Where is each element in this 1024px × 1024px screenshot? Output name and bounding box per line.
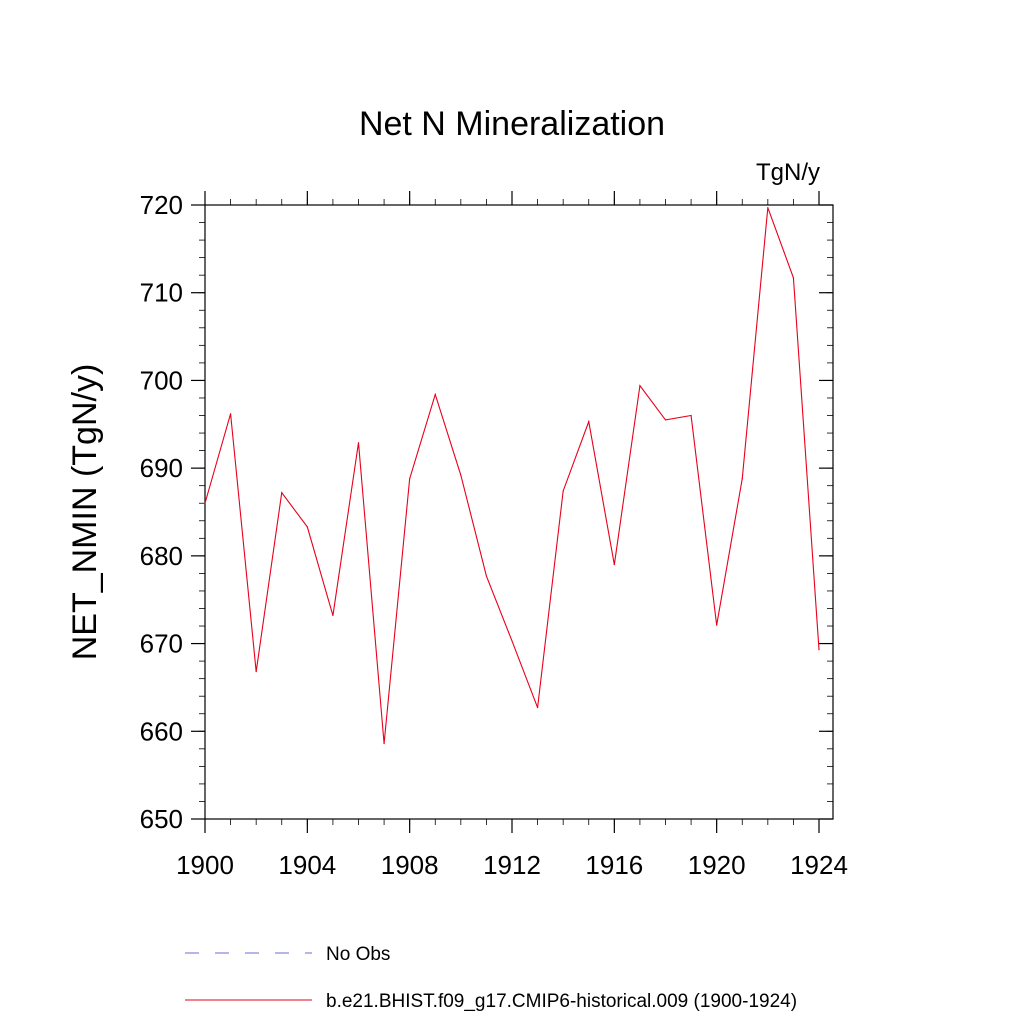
x-tick-label: 1912 [483, 850, 541, 880]
data-point [716, 624, 718, 626]
legend-label-1: b.e21.BHIST.f09_g17.CMIP6-historical.009… [326, 991, 797, 1012]
data-point [434, 393, 436, 396]
x-tick-label: 1900 [176, 850, 234, 880]
data-point [383, 742, 385, 745]
y-tick-label: 720 [140, 190, 183, 220]
x-tick-label: 1908 [381, 850, 439, 880]
y-axis-label: NET_NMIN (TgN/y) [66, 364, 104, 661]
y-tick-label: 710 [140, 278, 183, 308]
data-point [664, 419, 667, 421]
y-tick-label: 660 [140, 716, 183, 746]
x-tick-label: 1924 [790, 850, 848, 880]
data-point [818, 649, 820, 651]
y-tick-label: 700 [140, 365, 183, 395]
data-point [767, 207, 769, 209]
x-tick-label: 1904 [278, 850, 336, 880]
data-point [229, 413, 232, 415]
plot-area: 650 660 670 680 690 700 710 720 1900 1904 1908 1912… [140, 190, 848, 880]
x-tick-label: 1920 [688, 850, 746, 880]
units-label: TgN/y [756, 159, 820, 186]
legend-label-0: No Obs [326, 944, 390, 965]
legend: No Obs b.e21.BHIST.f09_g17.CMIP6-historic… [185, 944, 797, 1012]
data-point [204, 502, 206, 504]
plot-frame [204, 204, 834, 820]
x-tick-label: 1916 [585, 850, 643, 880]
data-point [562, 490, 564, 492]
data-point [690, 414, 692, 417]
y-tick-label: 650 [140, 804, 183, 834]
data-point [460, 474, 462, 476]
data-point [357, 442, 360, 444]
data-point [613, 564, 615, 566]
data-point [536, 707, 539, 709]
y-tick-label: 670 [140, 629, 183, 659]
data-point [409, 478, 411, 480]
data-point [639, 385, 641, 387]
y-tick-label: 680 [140, 541, 183, 571]
data-point [741, 478, 743, 480]
chart-title: Net N Mineralization [359, 105, 665, 143]
data-point [306, 526, 308, 528]
data-point [588, 421, 590, 423]
data-point [485, 575, 488, 577]
data-point [792, 277, 795, 279]
data-point [332, 614, 334, 617]
y-tick-label: 690 [140, 453, 183, 483]
data-point [511, 640, 513, 642]
data-point [255, 671, 257, 673]
data-point [281, 492, 283, 494]
